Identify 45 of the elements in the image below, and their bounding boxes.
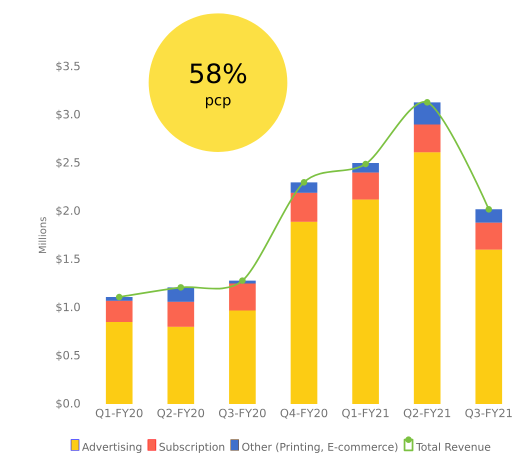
point <box>486 206 492 213</box>
y-tick-label: $2.0 <box>56 206 80 216</box>
x-tick-label: Q2-FY20 <box>157 408 204 419</box>
point <box>300 179 308 186</box>
bar <box>167 302 194 327</box>
x-tick-label: Q2-FY21 <box>404 408 450 419</box>
y-tick-label: $3.0 <box>56 110 80 120</box>
x-tick-label: Q4-FY20 <box>280 408 328 419</box>
bar <box>352 172 379 200</box>
bar <box>475 209 502 223</box>
point <box>178 284 184 291</box>
legend-label: Advertising <box>82 442 142 453</box>
point <box>424 99 430 106</box>
x-tick-label: Q3-FY20 <box>218 408 266 419</box>
point <box>362 160 369 168</box>
y-tick-label: $1.5 <box>56 254 80 265</box>
bar <box>167 287 194 302</box>
annotation: pcp <box>206 96 231 108</box>
annotation: 58% <box>190 63 246 84</box>
y-tick-label: $0.5 <box>56 350 80 361</box>
bar <box>106 322 133 404</box>
x-tick-label: Q3-FY21 <box>465 408 512 419</box>
x-tick-label: Q1-FY21 <box>342 408 389 419</box>
legend-label: Other (Printing, E-commerce) <box>242 442 398 453</box>
point <box>116 294 122 300</box>
bar <box>290 222 318 404</box>
bar <box>352 200 379 404</box>
bar <box>414 124 441 152</box>
y-tick-label: $0.0 <box>56 398 80 410</box>
y-tick-label: $1.0 <box>56 302 80 313</box>
bar <box>106 300 133 322</box>
bar <box>414 152 441 404</box>
bar <box>290 192 318 222</box>
bar <box>229 283 256 310</box>
bar <box>167 326 194 404</box>
bar <box>475 222 502 250</box>
x-tick-label: Q1-FY20 <box>96 408 142 419</box>
legend-label: Subscription <box>160 442 224 453</box>
legend-label: Total Revenue <box>416 442 490 451</box>
bar <box>475 250 502 404</box>
y-tick-label: $3.5 <box>56 61 80 72</box>
bar <box>229 310 256 404</box>
y-tick-label: $2.5 <box>56 158 80 168</box>
y-axis-title: Millions <box>38 217 46 254</box>
point <box>239 277 246 284</box>
